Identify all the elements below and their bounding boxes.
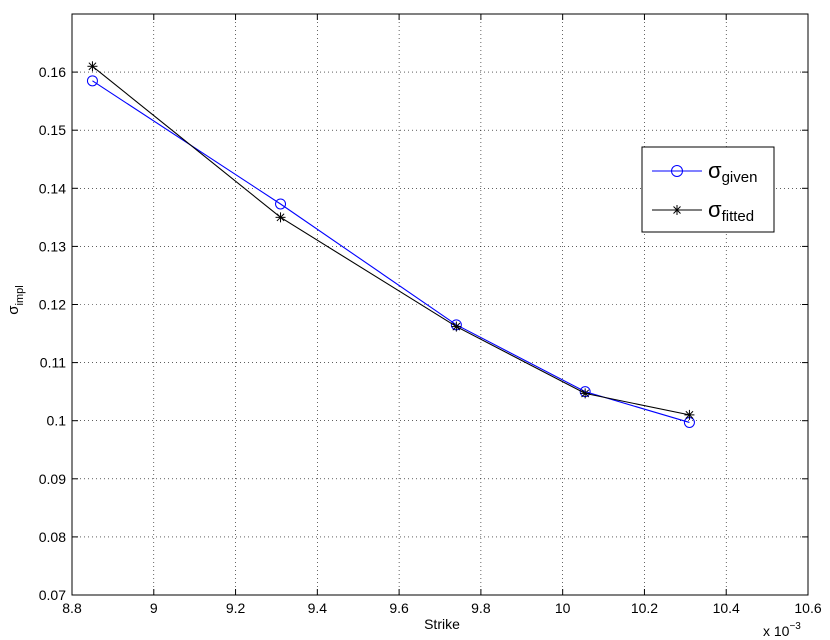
- legend-label-fitted-main: σ: [708, 197, 722, 222]
- x-axis-label: Strike: [424, 616, 460, 632]
- y-tick-label: 0.11: [40, 355, 66, 371]
- x-axis-exponent: x 10−3: [763, 621, 801, 639]
- series-line-given: [92, 80, 690, 423]
- x-tick-label: 9.6: [389, 600, 409, 616]
- legend-marker-given: [671, 165, 683, 177]
- legend-label-given-sub: given: [722, 169, 758, 186]
- y-axis-label-sub: impl: [14, 285, 26, 305]
- legend-label-fitted-sub: fitted: [722, 208, 755, 225]
- x-tick-label: 9: [150, 600, 158, 616]
- legend: σgiven σfitted: [641, 146, 775, 233]
- data-point-given: [275, 198, 287, 210]
- star-stroke: [88, 62, 97, 71]
- data-point-given: [86, 75, 98, 87]
- y-tick-label: 0.14: [39, 180, 66, 196]
- legend-label-fitted: σfitted: [708, 197, 754, 225]
- y-tick-label: 0.13: [39, 238, 66, 254]
- star-stroke: [452, 322, 461, 331]
- data-point-fitted: [684, 409, 695, 420]
- ticks: 8.8 9 9.2 9.4 9.6 9.8 10 10.2 10.4 10.6 0.07 0.08 0.…: [39, 14, 822, 616]
- y-tick-label: 0.1: [47, 413, 67, 429]
- data-point-fitted: [275, 212, 286, 223]
- y-tick-label: 0.08: [39, 529, 66, 545]
- y-tick-label: 0.15: [39, 122, 66, 138]
- x-tick-label: 9.4: [308, 600, 328, 616]
- y-tick-label: 0.09: [39, 471, 66, 487]
- star-stroke: [276, 213, 285, 222]
- y-axis-label-main: σ: [5, 305, 22, 315]
- x-tick-label: 10.4: [713, 600, 740, 616]
- x-tick-label: 10.6: [794, 600, 821, 616]
- svg-text:σimpl: σimpl: [5, 285, 26, 314]
- legend-label-given-main: σ: [708, 158, 722, 183]
- legend-box: [641, 146, 775, 233]
- y-tick-label: 0.07: [39, 587, 66, 603]
- x-tick-label: 9.8: [471, 600, 491, 616]
- x-tick-label: 8.8: [62, 600, 82, 616]
- y-tick-label: 0.12: [39, 297, 66, 313]
- x-tick-label: 9.2: [226, 600, 246, 616]
- x-axis-exponent-power: −3: [789, 621, 801, 632]
- data-point-fitted: [580, 388, 591, 399]
- y-tick-label: 0.16: [39, 64, 66, 80]
- x-axis-exponent-base: x 10: [763, 623, 790, 639]
- legend-marker-fitted: [672, 205, 682, 215]
- star-stroke: [581, 389, 590, 398]
- series-layer: [86, 61, 695, 428]
- x-tick-label: 10.2: [631, 600, 658, 616]
- y-axis-label: σimpl: [5, 285, 26, 314]
- star-stroke: [685, 410, 694, 419]
- data-point-fitted: [451, 321, 462, 332]
- data-point-fitted: [87, 61, 98, 72]
- grid: [72, 14, 808, 595]
- legend-label-given: σgiven: [708, 158, 757, 186]
- x-tick-label: 10: [555, 600, 571, 616]
- series-line-fitted: [92, 65, 690, 416]
